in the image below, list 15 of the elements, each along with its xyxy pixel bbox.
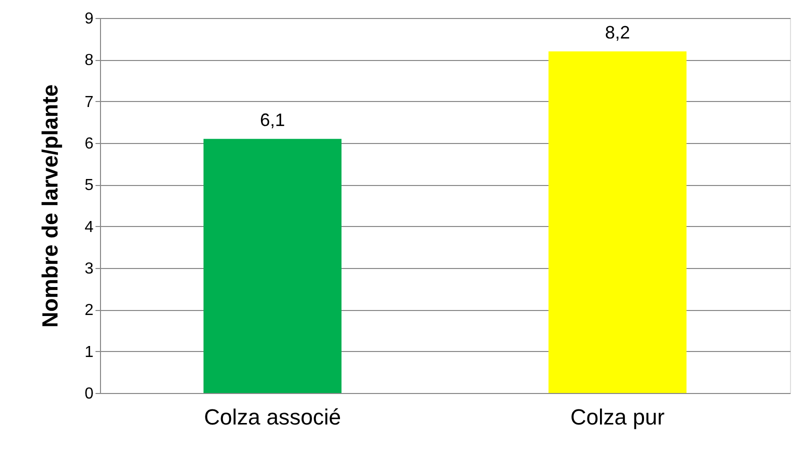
y-tick-label: 9 [84,10,94,28]
y-tick-label: 7 [84,94,94,111]
y-tick-label: 2 [84,302,94,320]
y-tick-label: 0 [84,386,94,402]
y-tick-label: 3 [84,260,94,278]
y-tick-label: 8 [84,52,94,70]
y-tick-label: 5 [84,177,94,194]
y-tick-label: 6 [84,136,94,152]
y-axis-title: Nombre de larve/plante [38,84,63,328]
x-tick-label: Colza associé [204,404,341,430]
x-tick-label: Colza pur [570,404,665,430]
y-tick-label: 4 [84,218,94,236]
data-label: 8,2 [604,22,630,42]
data-label: 6,1 [260,110,286,130]
y-tick-label: 1 [84,344,94,361]
